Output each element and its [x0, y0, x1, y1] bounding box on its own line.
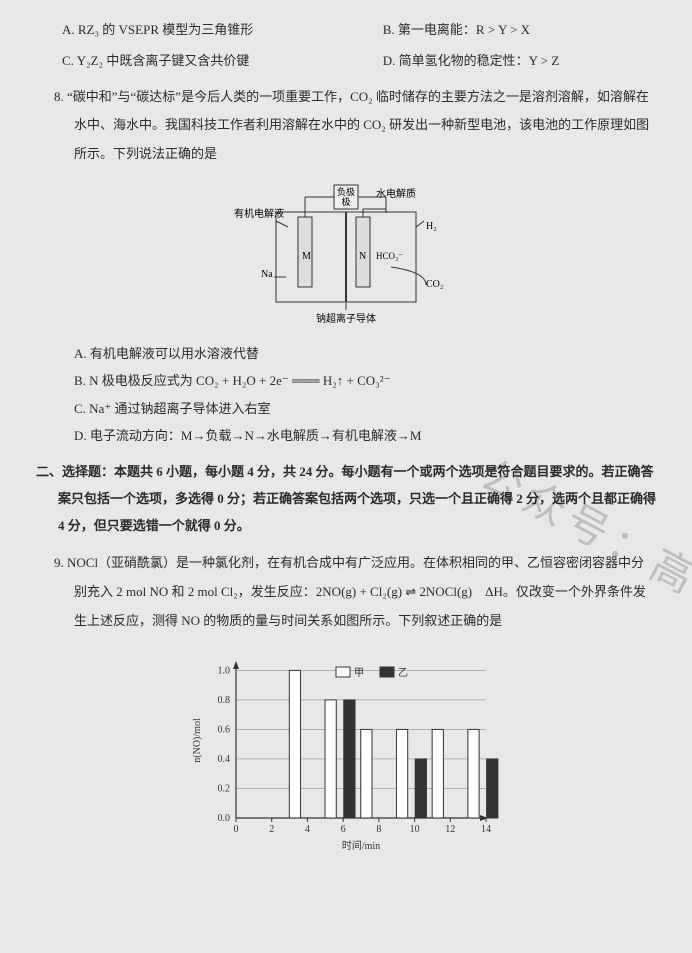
svg-text:乙: 乙	[398, 667, 408, 679]
svg-text:时间/min: 时间/min	[342, 839, 380, 852]
q8-opt-c: C. Na⁺ 通过钠超离子导体进入右室	[74, 397, 656, 420]
q9-chart: 0.0 0.2 0.4 0.6 0.8 1.0 0 2 4 6 8 10 12 14 时间/min n(NO)…	[36, 643, 656, 860]
q8-stem-text: “碳中和”与“碳达标”是今后人类的一项重要工作，CO₂ 临时储存的主要方法之一是…	[67, 89, 649, 161]
q7-row2: C. Y₂Z₂ 中既含离子键又含共价键 D. 简单氢化物的稳定性：Y > Z	[36, 49, 656, 72]
q8-stem: 8. “碳中和”与“碳达标”是今后人类的一项重要工作，CO₂ 临时储存的主要方法…	[36, 83, 656, 169]
svg-text:0.4: 0.4	[218, 754, 231, 765]
q8-opt-a: A. 有机电解液可以用水溶液代替	[74, 342, 656, 365]
m-label: M	[302, 251, 311, 262]
svg-text:极: 极	[341, 196, 350, 207]
q8-options: A. 有机电解液可以用水溶液代替 B. N 极电极反应式为 CO₂ + H₂O …	[36, 342, 656, 448]
svg-text:0.6: 0.6	[218, 725, 231, 736]
svg-text:0.8: 0.8	[218, 695, 231, 706]
section-2-header: 二、选择题：本题共 6 小题，每小题 4 分，共 24 分。每小题有一个或两个选…	[58, 458, 656, 540]
n-label: N	[359, 251, 366, 262]
q7-opt-b: B. 第一电离能：R > Y > X	[383, 18, 656, 41]
svg-text:10: 10	[410, 824, 420, 835]
q7-row1: A. RZ₃ 的 VSEPR 模型为三角锥形 B. 第一电离能：R > Y > …	[36, 18, 656, 41]
svg-text:14: 14	[481, 824, 491, 835]
q7-opt-a: A. RZ₃ 的 VSEPR 模型为三角锥形	[62, 18, 383, 41]
svg-text:2: 2	[269, 824, 274, 835]
q7-opt-d: D. 简单氢化物的稳定性：Y > Z	[383, 49, 656, 72]
conductor-label: 钠超离子导体	[316, 312, 376, 325]
water-sol-label: 水电解质	[376, 187, 416, 200]
svg-text:0.0: 0.0	[218, 813, 231, 824]
svg-text:n(NO)/mol: n(NO)/mol	[192, 718, 203, 763]
co2-label: CO₂	[426, 279, 443, 290]
svg-text:0: 0	[234, 824, 239, 835]
hco3-label: HCO₃⁻	[376, 251, 403, 261]
question-9: 9. NOCl（亚硝酰氯）是一种氯化剂，在有机合成中有广泛应用。在体积相同的甲、…	[36, 549, 656, 860]
svg-text:1.0: 1.0	[218, 666, 231, 677]
q9-stem: 9. NOCl（亚硝酰氯）是一种氯化剂，在有机合成中有广泛应用。在体积相同的甲、…	[36, 549, 656, 635]
question-8: 8. “碳中和”与“碳达标”是今后人类的一项重要工作，CO₂ 临时储存的主要方法…	[36, 83, 656, 448]
svg-text:12: 12	[445, 824, 455, 835]
svg-text:6: 6	[341, 824, 346, 835]
bar-chart-svg: 0.0 0.2 0.4 0.6 0.8 1.0 0 2 4 6 8 10 12 14 时间/min n(NO)…	[186, 643, 506, 853]
q7-opt-c: C. Y₂Z₂ 中既含离子键又含共价键	[62, 49, 383, 72]
battery-diagram-svg: 负极 极 有机电解液 水电解质 H₂ M N HCO₃⁻ Na	[226, 177, 466, 327]
svg-text:0.2: 0.2	[218, 784, 231, 795]
q8-opt-b: B. N 极电极反应式为 CO₂ + H₂O + 2e⁻ ═══ H₂↑ + C…	[74, 369, 656, 392]
na-label: Na	[261, 269, 273, 280]
svg-text:8: 8	[376, 824, 381, 835]
q8-opt-d: D. 电子流动方向：M→负载→N→水电解质→有机电解液→M	[74, 424, 656, 447]
h2-label: H₂	[426, 221, 437, 232]
q8-diagram: 负极 极 有机电解液 水电解质 H₂ M N HCO₃⁻ Na	[36, 177, 656, 334]
left-sol-label: 有机电解液	[234, 207, 284, 220]
q9-stem-text: NOCl（亚硝酰氯）是一种氯化剂，在有机合成中有广泛应用。在体积相同的甲、乙恒容…	[67, 555, 646, 627]
q9-num: 9.	[54, 555, 64, 570]
q8-num: 8.	[54, 89, 64, 104]
svg-text:4: 4	[305, 824, 310, 835]
load-label: 负极	[337, 186, 355, 197]
svg-text:甲: 甲	[354, 668, 364, 679]
